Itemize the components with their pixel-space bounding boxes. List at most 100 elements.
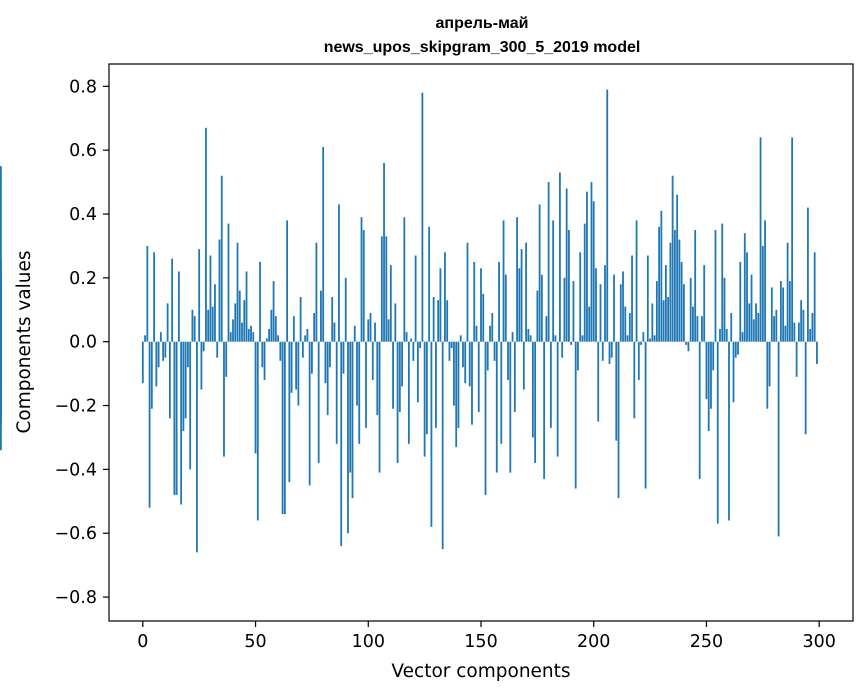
- bar-65: [288, 341, 291, 483]
- bar-189: [568, 229, 570, 342]
- bar-127: [428, 226, 431, 342]
- bar-15: [175, 341, 178, 495]
- bar-98: [362, 229, 365, 342]
- bar-254: [714, 229, 717, 342]
- bar-72: [304, 335, 307, 342]
- bar-160: [502, 220, 505, 342]
- bar-150: [480, 268, 482, 342]
- bar-188: [565, 188, 568, 342]
- bar-229: [658, 226, 661, 342]
- bar-74: [308, 341, 311, 486]
- bar-184: [556, 341, 559, 457]
- bar-273: [757, 312, 760, 342]
- bar-undefined: [0, 166, 2, 342]
- chart-subtitle: news_upos_skipgram_300_5_2019 model: [324, 39, 641, 56]
- bar-278: [768, 341, 771, 387]
- bar-211: [617, 341, 620, 499]
- bar-173: [531, 341, 534, 438]
- bar-56: [268, 328, 270, 342]
- bar-217: [631, 255, 633, 342]
- bar-undefined: [0, 284, 2, 342]
- bar-186: [561, 341, 564, 358]
- bar-84: [331, 297, 334, 342]
- bar-172: [529, 335, 532, 342]
- bar-126: [425, 341, 428, 435]
- bar-227: [653, 335, 656, 342]
- bar-212: [619, 284, 622, 342]
- bar-266: [741, 332, 744, 342]
- bar-215: [626, 335, 629, 342]
- bar-171: [527, 328, 530, 342]
- bar-276: [764, 220, 766, 342]
- bar-133: [441, 341, 444, 550]
- bar-216: [628, 312, 631, 342]
- bar-185: [559, 172, 561, 342]
- bar-77: [315, 242, 318, 342]
- bar-9: [162, 341, 165, 361]
- y-tick-label: 0.4: [69, 205, 97, 225]
- bar-230: [660, 210, 663, 342]
- bar-24: [196, 341, 198, 553]
- bar-249: [703, 265, 706, 342]
- bar-238: [678, 239, 681, 342]
- bar-60: [277, 335, 279, 342]
- bar-151: [482, 293, 485, 342]
- bar-undefined: [0, 341, 2, 451]
- bar-235: [671, 175, 674, 342]
- bar-170: [525, 242, 527, 342]
- y-tick-label: −0.8: [55, 588, 98, 608]
- bar-247: [698, 341, 701, 479]
- y-tick-label: −0.4: [55, 460, 98, 480]
- bar-49: [252, 332, 255, 342]
- bar-199: [590, 182, 593, 342]
- bar-200: [592, 201, 595, 342]
- bar-103: [374, 322, 376, 342]
- bar-251: [707, 341, 710, 432]
- bar-85: [333, 322, 336, 342]
- bar-140: [457, 341, 460, 428]
- y-tick-label: 0.6: [69, 141, 97, 161]
- bar-260: [728, 341, 730, 521]
- bar-206: [606, 89, 609, 342]
- bar-118: [407, 341, 410, 444]
- bar-116: [403, 217, 406, 342]
- bar-191: [572, 281, 575, 342]
- bar-3: [148, 341, 151, 508]
- bar-142: [462, 341, 464, 368]
- bar-12: [168, 341, 171, 419]
- bar-253: [712, 341, 715, 371]
- bar-14: [173, 341, 176, 495]
- bar-193: [577, 341, 579, 371]
- bar-87: [338, 204, 340, 342]
- bar-154: [489, 325, 491, 342]
- y-tick-label: −0.2: [55, 397, 98, 417]
- bar-59: [274, 316, 277, 342]
- bar-31: [211, 306, 214, 342]
- bar-264: [737, 341, 739, 355]
- bar-293: [802, 309, 805, 342]
- bar-95: [356, 341, 358, 406]
- y-tick-label: 0.8: [69, 77, 97, 97]
- bar-241: [685, 341, 688, 345]
- bar-38: [227, 223, 230, 342]
- bar-220: [637, 341, 640, 380]
- bar-213: [622, 271, 624, 342]
- bar-244: [692, 306, 694, 342]
- bar-175: [536, 290, 539, 342]
- bar-68: [295, 341, 298, 390]
- bar-76: [313, 312, 316, 342]
- bar-81: [324, 341, 327, 384]
- bar-204: [601, 341, 604, 361]
- bar-210: [615, 341, 618, 441]
- bar-203: [599, 284, 602, 342]
- bar-262: [732, 341, 735, 403]
- bar-283: [779, 281, 782, 342]
- bar-232: [664, 265, 667, 342]
- bar-144: [466, 242, 469, 342]
- bar-83: [329, 341, 331, 368]
- bar-222: [642, 332, 645, 342]
- bar-152: [484, 341, 487, 495]
- bar-138: [453, 341, 455, 406]
- bar-23: [193, 316, 196, 342]
